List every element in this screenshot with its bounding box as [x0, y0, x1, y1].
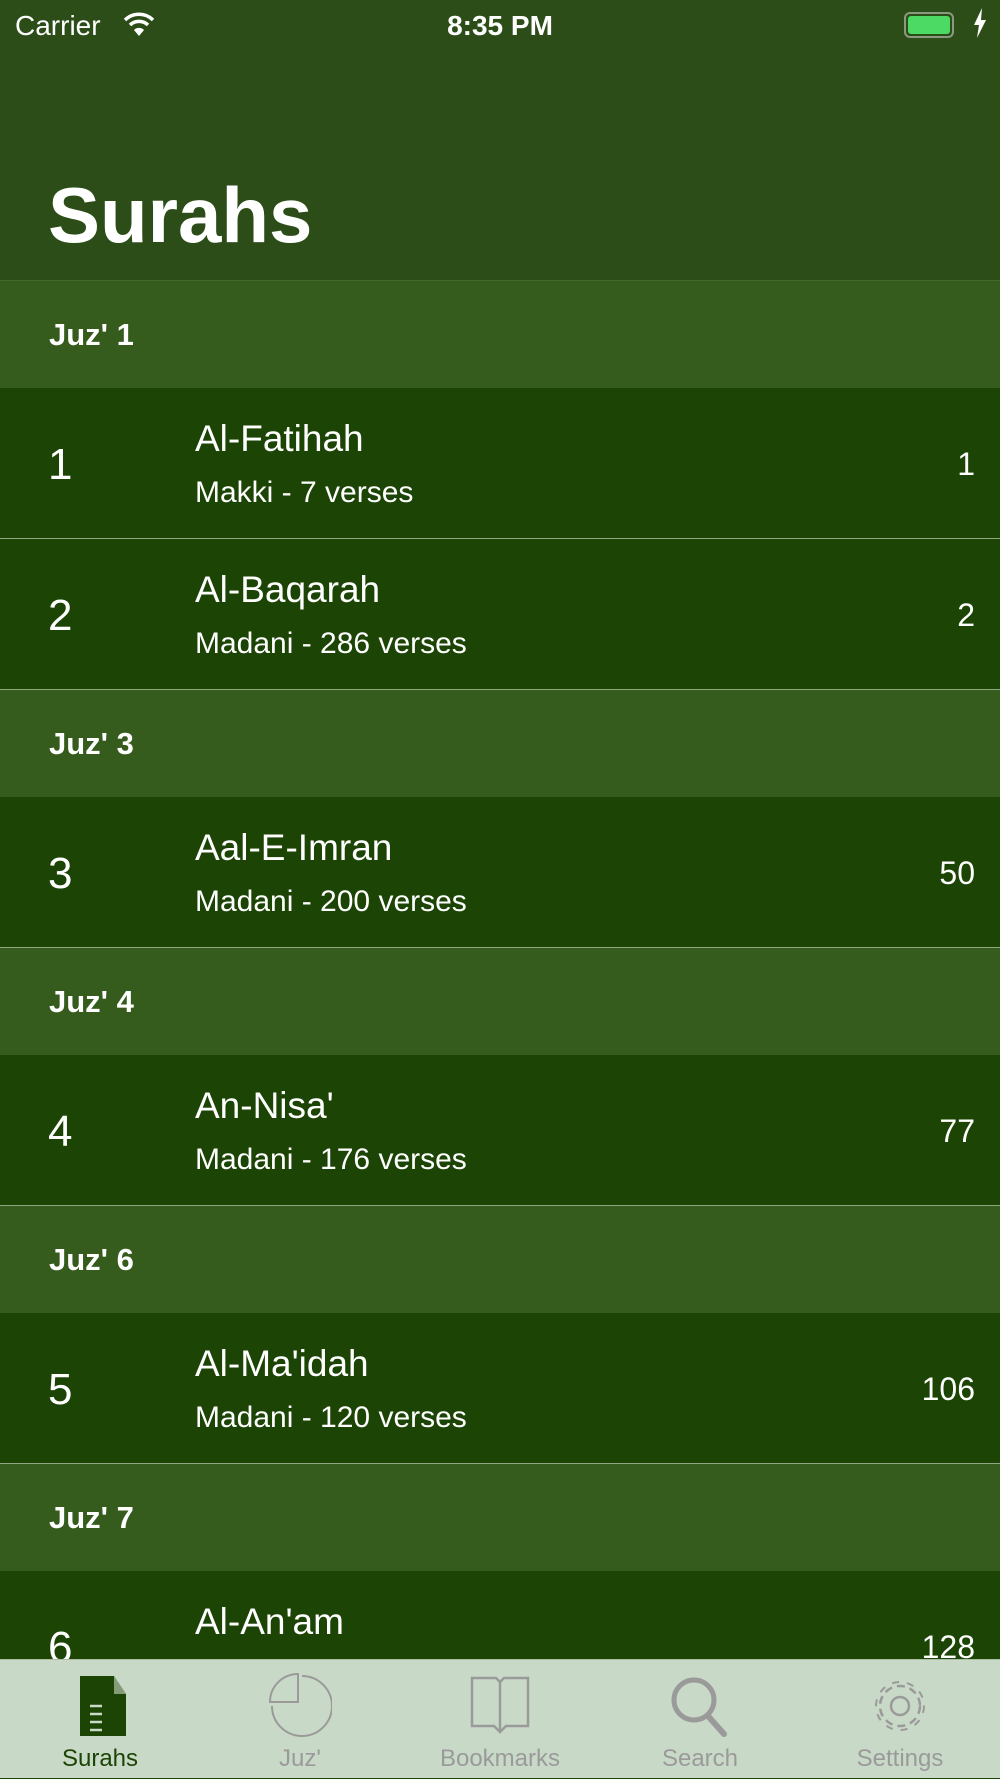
surah-page: 77 [939, 1113, 975, 1149]
tab-label: Settings [856, 1745, 944, 1772]
battery-icon [904, 12, 954, 38]
tab-surahs[interactable]: Surahs [0, 1660, 200, 1779]
tab-label: Surahs [61, 1745, 139, 1772]
section-header: Juz' 1 [0, 281, 1000, 388]
surah-number: 4 [48, 1107, 73, 1156]
section-header: Juz' 3 [0, 690, 1000, 797]
surah-number: 1 [48, 440, 73, 489]
surah-subtitle: Madani - 176 verses [195, 1143, 467, 1176]
surah-page: 106 [921, 1371, 975, 1407]
surah-subtitle: Madani - 120 verses [195, 1401, 467, 1434]
pie-icon [268, 1672, 332, 1737]
surah-name: Al-Ma'idah [195, 1343, 369, 1384]
document-icon [80, 1676, 126, 1736]
gear-icon [875, 1681, 925, 1731]
surah-number: 3 [48, 849, 73, 898]
surah-subtitle: Makki - 7 verses [195, 476, 414, 509]
surah-page: 2 [957, 597, 975, 633]
surah-number: 5 [48, 1365, 73, 1414]
section-header: Juz' 7 [0, 1464, 1000, 1571]
section-header: Juz' 4 [0, 948, 1000, 1055]
surah-row[interactable]: 1 Al-Fatihah Makki - 7 verses 1 [0, 388, 1000, 539]
tab-juz[interactable]: Juz' [200, 1660, 400, 1779]
navigation-header: Carrier 8:35 PM Surahs [0, 0, 1000, 281]
surah-number: 2 [48, 591, 73, 640]
page-title: Surahs [48, 171, 313, 259]
surah-subtitle: Madani - 286 verses [195, 627, 467, 660]
status-bar: Carrier 8:35 PM [0, 0, 1000, 50]
surah-page: 1 [957, 446, 975, 482]
surah-row[interactable]: 2 Al-Baqarah Madani - 286 verses 2 [0, 539, 1000, 690]
tab-bar: Surahs Juz' Bookmarks Search Settings [0, 1659, 1000, 1778]
tab-search[interactable]: Search [600, 1660, 800, 1779]
tab-settings[interactable]: Settings [800, 1660, 1000, 1779]
tab-label: Juz' [279, 1745, 321, 1772]
surah-name: Al-Fatihah [195, 418, 364, 459]
section-header: Juz' 6 [0, 1206, 1000, 1313]
surah-name: Al-An'am [195, 1601, 344, 1642]
charging-bolt-icon [974, 8, 986, 38]
surah-row[interactable]: 5 Al-Ma'idah Madani - 120 verses 106 [0, 1313, 1000, 1464]
tab-bookmarks[interactable]: Bookmarks [400, 1660, 600, 1779]
clock: 8:35 PM [447, 10, 553, 41]
surah-name: Al-Baqarah [195, 569, 381, 610]
carrier-label: Carrier [15, 10, 101, 41]
surah-subtitle: Madani - 200 verses [195, 885, 467, 918]
surah-page: 50 [939, 855, 975, 891]
surah-name: An-Nisa' [195, 1085, 334, 1126]
search-icon [671, 1677, 727, 1737]
surah-row[interactable]: 4 An-Nisa' Madani - 176 verses 77 [0, 1055, 1000, 1206]
tab-label: Search [661, 1745, 739, 1772]
surah-list[interactable]: Juz' 1 1 Al-Fatihah Makki - 7 verses 1 2… [0, 281, 1000, 1722]
surah-row[interactable]: 3 Aal-E-Imran Madani - 200 verses 50 [0, 797, 1000, 948]
tab-label: Bookmarks [439, 1745, 561, 1772]
surah-name: Aal-E-Imran [195, 827, 393, 868]
book-icon [470, 1676, 530, 1734]
wifi-icon [123, 12, 155, 36]
